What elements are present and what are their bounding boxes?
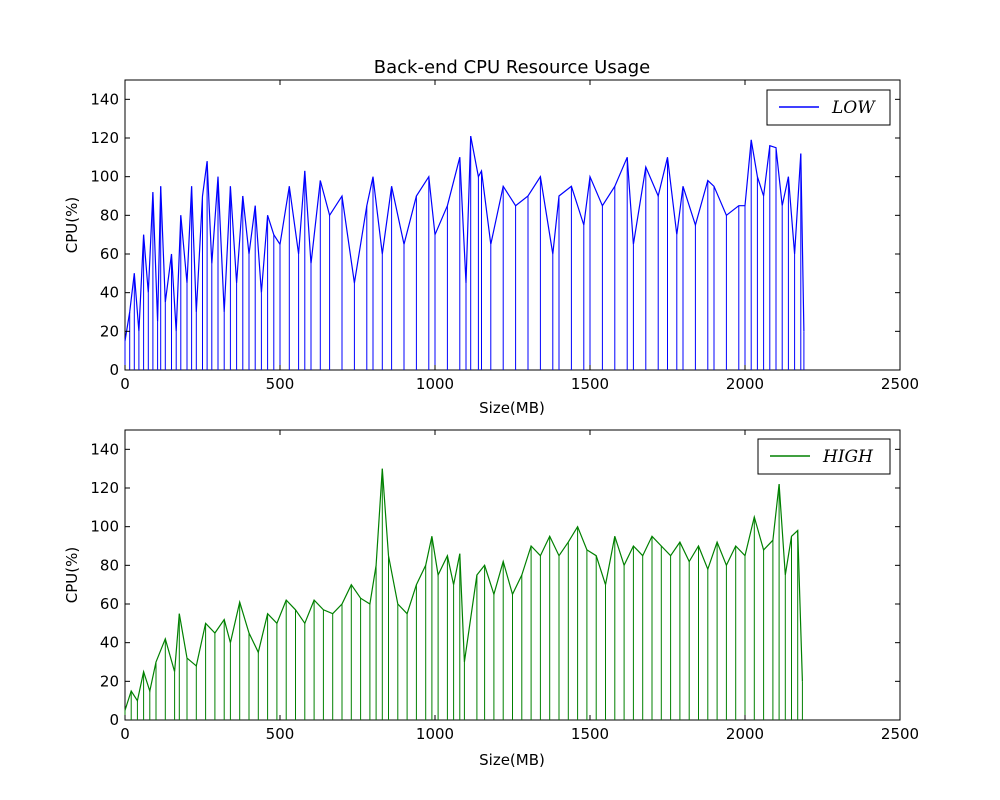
high-axis-ticks: 0 500 1000 1500 2000 2500 0 20 40 60 80 100 120 140 <box>90 430 919 743</box>
y-tick-label: 40 <box>100 284 119 302</box>
y-tick-label: 20 <box>100 322 119 340</box>
plot-panel-low: 0 500 1000 1500 2000 2500 0 20 40 60 80 100 120 140 S… <box>63 79 919 417</box>
y-tick-label: 20 <box>100 672 119 690</box>
y-axis-label: CPU(%) <box>63 197 81 253</box>
low-axis-ticks: 0 500 1000 1500 2000 2500 0 20 40 60 80 100 120 140 <box>90 80 919 393</box>
y-tick-label: 100 <box>90 518 119 536</box>
y-tick-label: 120 <box>90 129 119 147</box>
y-tick-label: 120 <box>90 479 119 497</box>
low-series-marks <box>124 135 805 370</box>
x-tick-label: 2000 <box>726 375 764 393</box>
x-tick-label: 1500 <box>571 725 609 743</box>
y-tick-label: 0 <box>109 711 119 729</box>
x-tick-label: 2500 <box>881 725 919 743</box>
legend-label: LOW <box>831 98 876 118</box>
y-tick-label: 60 <box>100 245 119 263</box>
high-series-marks <box>124 468 803 720</box>
x-tick-label: 1500 <box>571 375 609 393</box>
y-axis-label: CPU(%) <box>63 547 81 603</box>
chart-title: Back-end CPU Resource Usage <box>374 57 651 78</box>
x-axis-label: Size(MB) <box>479 751 545 769</box>
legend: LOW <box>766 89 891 126</box>
y-tick-label: 80 <box>100 206 119 224</box>
plot-panel-high: 0 500 1000 1500 2000 2500 0 20 40 60 80 100 120 140 S… <box>63 429 919 769</box>
x-tick-label: 0 <box>120 375 130 393</box>
x-axis-label: Size(MB) <box>479 399 545 417</box>
x-tick-label: 1000 <box>416 725 454 743</box>
x-tick-label: 2000 <box>726 725 764 743</box>
y-tick-label: 40 <box>100 634 119 652</box>
x-tick-label: 500 <box>266 375 295 393</box>
x-tick-label: 1000 <box>416 375 454 393</box>
legend: HIGH <box>757 438 891 475</box>
x-tick-label: 500 <box>266 725 295 743</box>
y-tick-label: 0 <box>109 361 119 379</box>
y-tick-label: 100 <box>90 168 119 186</box>
x-tick-label: 2500 <box>881 375 919 393</box>
y-tick-label: 140 <box>90 90 119 108</box>
y-tick-label: 80 <box>100 556 119 574</box>
plot-area-frame <box>124 79 901 371</box>
y-tick-label: 140 <box>90 440 119 458</box>
y-tick-label: 60 <box>100 595 119 613</box>
x-tick-label: 0 <box>120 725 130 743</box>
legend-label: HIGH <box>822 447 874 467</box>
